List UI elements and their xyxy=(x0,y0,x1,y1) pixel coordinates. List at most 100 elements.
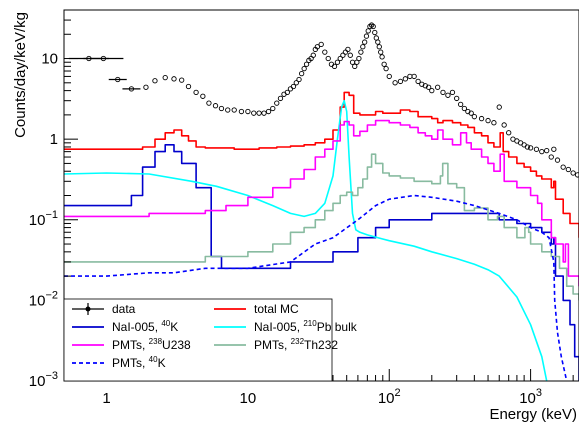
data-point xyxy=(296,76,302,83)
data-point xyxy=(245,108,251,115)
data-point xyxy=(310,52,316,58)
data-point xyxy=(381,61,387,67)
data-point xyxy=(539,148,545,155)
x-tick-label: 1 xyxy=(102,390,110,407)
data-point xyxy=(372,29,378,36)
y-axis-label: Counts/day/keV/kg xyxy=(12,12,29,138)
series-line-pmt_th232 xyxy=(64,153,579,301)
data-point xyxy=(218,105,225,112)
legend-label-total_mc: total MC xyxy=(254,302,299,316)
data-point xyxy=(570,170,576,176)
legend-label-nai_k40: NaI-005, 40K xyxy=(112,319,178,334)
data-point xyxy=(314,44,321,50)
data-point xyxy=(411,73,417,80)
data-point xyxy=(426,84,432,90)
legend-label-pmt_u238: PMTs, 238U238 xyxy=(112,337,191,352)
legend: data total MC NaI-005, 40K NaI-005, 210Pb b… xyxy=(63,298,358,382)
x-tick-label: 103 xyxy=(519,387,542,407)
data-point xyxy=(206,100,212,106)
data-point xyxy=(290,83,297,90)
data-point xyxy=(478,115,485,122)
x-tick-label: 102 xyxy=(378,387,401,407)
data-point xyxy=(345,46,351,53)
data-point xyxy=(318,41,324,47)
data-point xyxy=(231,107,237,113)
y-tick-label: 10 xyxy=(41,51,58,68)
data-point xyxy=(362,39,368,45)
data-point xyxy=(337,55,343,62)
data-point xyxy=(185,83,192,90)
data-point xyxy=(251,110,257,116)
data-point xyxy=(574,172,579,178)
data-point xyxy=(363,33,370,39)
data-point xyxy=(471,114,478,120)
series-line-pmt_u238 xyxy=(64,119,579,287)
series-layer xyxy=(64,22,579,381)
series-line-total_mc xyxy=(64,91,579,238)
data-point xyxy=(397,78,404,85)
data-point xyxy=(340,52,346,58)
series-line-nai_pb210 xyxy=(64,99,548,381)
data-point xyxy=(551,146,557,152)
data-point xyxy=(347,52,353,58)
data-point xyxy=(506,130,512,136)
data-point xyxy=(356,55,362,62)
data-point xyxy=(152,78,158,84)
data-point xyxy=(496,104,502,110)
data-point xyxy=(365,28,371,34)
data-point xyxy=(378,49,384,55)
data-point xyxy=(458,101,464,108)
legend-label-pmt_k40: PMTs, 40K xyxy=(112,355,166,370)
data-point xyxy=(368,22,375,28)
data-point xyxy=(238,108,245,115)
data-point xyxy=(128,86,135,92)
data-point xyxy=(554,157,561,163)
data-point xyxy=(548,154,554,160)
data-point xyxy=(491,120,497,126)
data-point xyxy=(370,23,376,30)
data-point xyxy=(325,55,331,62)
data-point xyxy=(277,95,284,102)
data-point xyxy=(402,76,409,82)
data-point xyxy=(565,166,572,173)
y-tick-label: 10−3 xyxy=(29,370,58,390)
data-point xyxy=(193,89,199,96)
data-point xyxy=(440,89,446,96)
legend-label-nai_pb210: NaI-005, 210Pb bulk xyxy=(254,319,358,334)
data-point xyxy=(200,93,206,99)
data-point xyxy=(435,84,441,90)
data-point xyxy=(429,87,435,94)
data-point xyxy=(461,105,468,112)
data-point xyxy=(527,145,534,151)
data-point xyxy=(303,61,310,67)
data-point xyxy=(375,39,381,45)
data-point xyxy=(501,122,507,128)
data-point xyxy=(449,89,456,96)
y-tick-label: 10−2 xyxy=(29,289,58,309)
data-point xyxy=(212,103,219,109)
data-point xyxy=(293,80,299,86)
data-point xyxy=(560,164,566,170)
legend-label-data: data xyxy=(112,302,136,316)
data-point xyxy=(270,105,276,112)
data-point xyxy=(352,63,358,69)
data-point xyxy=(454,95,460,102)
data-point xyxy=(468,110,474,116)
legend-label-pmt_th232: PMTs, 232Th232 xyxy=(254,337,338,352)
y-tick-label: 1 xyxy=(50,131,58,148)
data-point xyxy=(115,76,121,83)
data-point xyxy=(392,80,398,86)
data-point xyxy=(265,108,272,115)
legend-box xyxy=(63,298,333,382)
data-point xyxy=(100,55,107,62)
data-point xyxy=(334,59,341,65)
data-point xyxy=(179,77,185,83)
data-point xyxy=(261,110,267,116)
data-point xyxy=(162,74,168,81)
data-point xyxy=(485,117,491,124)
data-point xyxy=(533,146,540,152)
data-point xyxy=(383,65,389,72)
data-point xyxy=(386,73,392,80)
x-tick-label: 10 xyxy=(240,390,257,407)
